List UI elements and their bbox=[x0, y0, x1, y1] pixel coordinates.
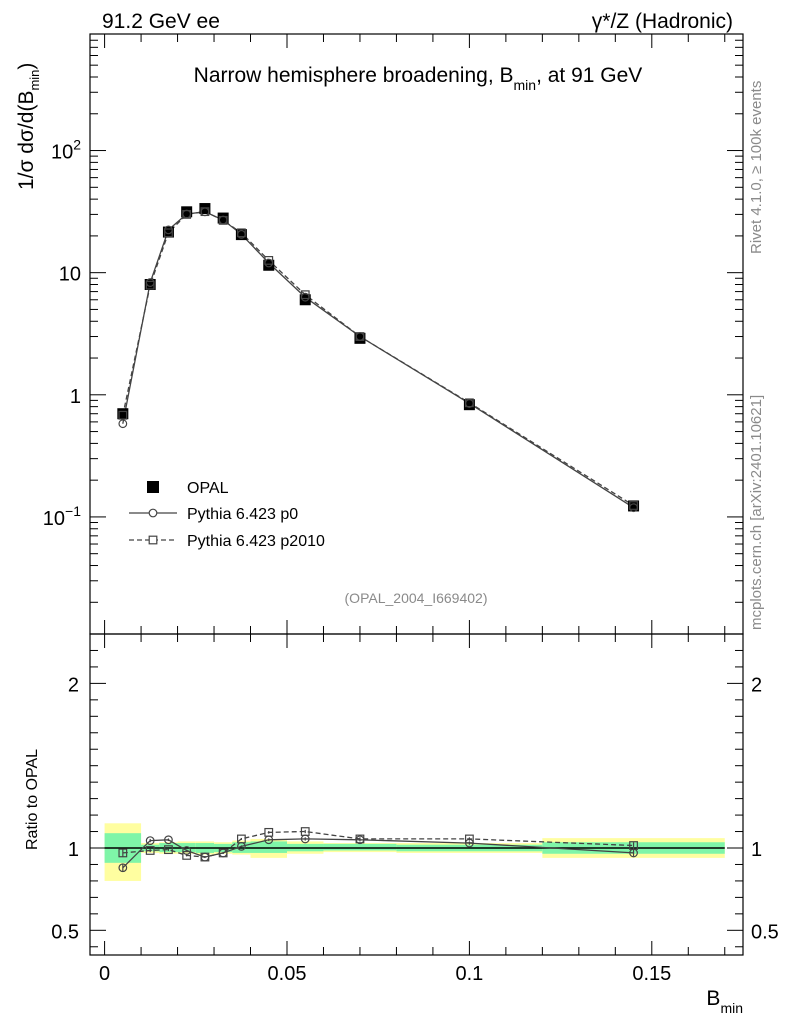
legend-marker-p2010 bbox=[148, 535, 158, 545]
series-line-p2010 bbox=[122, 210, 634, 507]
mcplots-label: mcplots.cern.ch [arXiv:2401.10621] bbox=[748, 395, 765, 630]
p2010-point bbox=[164, 228, 173, 238]
ratio-point-p0 bbox=[300, 834, 310, 844]
opal-point bbox=[144, 279, 156, 291]
ratio-point-p2010 bbox=[164, 845, 173, 855]
ratio-point-p2010 bbox=[355, 834, 365, 844]
p2010-point bbox=[118, 410, 128, 420]
y-label-tail: ) bbox=[15, 63, 38, 70]
y-tick-label: 102 bbox=[51, 137, 81, 164]
ratio-point-p0 bbox=[182, 846, 192, 855]
x-tick-label: 0 bbox=[99, 963, 110, 985]
ratio-point-p2010 bbox=[182, 851, 192, 860]
ratio-tick-label-left: 0.5 bbox=[51, 921, 79, 943]
band-stat-9 bbox=[323, 843, 397, 851]
ratio-point-p0 bbox=[164, 835, 173, 845]
x-tick-label: 0.15 bbox=[632, 963, 671, 985]
ratio-point-p0 bbox=[118, 863, 128, 873]
opal-point bbox=[235, 229, 247, 241]
ratio-point-p0 bbox=[629, 848, 638, 858]
header-left: 91.2 GeV ee bbox=[102, 10, 220, 33]
chart-title: Narrow hemisphere broadening, Bmin, at 9… bbox=[194, 64, 643, 93]
series-line-p0 bbox=[122, 211, 634, 509]
opal-point bbox=[628, 500, 640, 512]
y-tick-label: 1 bbox=[70, 386, 81, 408]
ratio-point-p2010 bbox=[629, 841, 638, 850]
opal-point bbox=[117, 408, 129, 420]
legend-label: Pythia 6.423 p0 bbox=[187, 506, 298, 523]
ratio-frame bbox=[89, 633, 744, 956]
ratio-line-p2010 bbox=[122, 830, 634, 858]
opal-point bbox=[263, 259, 275, 271]
ratio-point-p2010 bbox=[236, 834, 246, 844]
p2010-point bbox=[629, 501, 638, 510]
x-label-sub: min bbox=[720, 1000, 743, 1016]
opal-point bbox=[463, 399, 475, 411]
title-main: Narrow hemisphere broadening, B bbox=[194, 64, 514, 87]
legend: OPAL Pythia 6.423 p0 Pythia 6.423 p2010 bbox=[129, 480, 325, 550]
x-tick-label: 0.1 bbox=[455, 963, 483, 985]
p2010-point bbox=[355, 332, 365, 341]
p2010-point bbox=[236, 228, 246, 238]
opal-point bbox=[354, 332, 366, 344]
opal-point bbox=[181, 206, 193, 218]
p2010-point bbox=[182, 209, 192, 219]
ratio-point-p2010 bbox=[264, 827, 274, 837]
ratio-point-p2010 bbox=[300, 827, 310, 836]
ratio-tick-label-left: 1 bbox=[68, 839, 79, 861]
ratio-point-p2010 bbox=[200, 852, 210, 862]
legend-label: OPAL bbox=[187, 480, 229, 497]
x-axis-label: Bmin bbox=[706, 987, 743, 1016]
p0-point bbox=[118, 419, 128, 429]
opal-point bbox=[162, 226, 174, 238]
title-tail: , at 91 GeV bbox=[536, 64, 642, 87]
ratio-tick-label-right: 1 bbox=[751, 839, 762, 861]
y-axis-label: 1/σ dσ/d(Bmin) bbox=[15, 63, 42, 190]
legend-marker-p0 bbox=[148, 508, 158, 518]
p2010-point bbox=[145, 280, 155, 290]
p2010-point bbox=[264, 256, 274, 265]
y-tick-label: 10 bbox=[59, 264, 81, 286]
ratio-point-p0 bbox=[236, 841, 246, 851]
y-label-sub: min bbox=[27, 70, 42, 91]
y-label-main: 1/σ dσ/d(B bbox=[15, 91, 38, 190]
ratio-tick-label-right: 2 bbox=[751, 674, 762, 696]
opal-point bbox=[217, 212, 229, 224]
ratio-y-axis-label: Ratio to OPAL bbox=[24, 749, 41, 850]
p2010-point bbox=[464, 398, 474, 408]
ratio-point-p2010 bbox=[218, 848, 228, 858]
p2010-point bbox=[200, 207, 210, 217]
legend-marker-opal bbox=[147, 481, 159, 493]
ratio-line-p0 bbox=[122, 838, 634, 869]
ratio-tick-label-right: 0.5 bbox=[751, 921, 779, 943]
p2010-point bbox=[218, 215, 228, 225]
analysis-id: (OPAL_2004_I669402) bbox=[345, 590, 488, 606]
ratio-point-p2010 bbox=[464, 834, 474, 844]
y-tick-label: 10−1 bbox=[43, 503, 81, 530]
x-label-main: B bbox=[706, 987, 720, 1010]
band-stat-7 bbox=[250, 841, 287, 853]
main-panel: 10−1 1 10 102 bbox=[43, 33, 744, 635]
ratio-point-p2010 bbox=[145, 846, 155, 855]
ratio-point-p2010 bbox=[118, 848, 128, 858]
ratio-tick-label-left: 2 bbox=[68, 674, 79, 696]
ratio-point-p0 bbox=[264, 835, 274, 845]
ratio-point-p0 bbox=[145, 836, 155, 845]
x-tick-label: 0.05 bbox=[268, 963, 307, 985]
header-right: γ*/Z (Hadronic) bbox=[592, 10, 733, 33]
title-sub: min bbox=[514, 77, 537, 93]
opal-point bbox=[299, 294, 311, 306]
rivet-label: Rivet 4.1.0, ≥ 100k events bbox=[748, 81, 765, 254]
ratio-panel: 0 0.05 0.1 0.15 0.5 0.5 1 1 2 2 bbox=[51, 633, 779, 985]
legend-label: Pythia 6.423 p2010 bbox=[187, 533, 325, 550]
p2010-point bbox=[300, 290, 310, 300]
